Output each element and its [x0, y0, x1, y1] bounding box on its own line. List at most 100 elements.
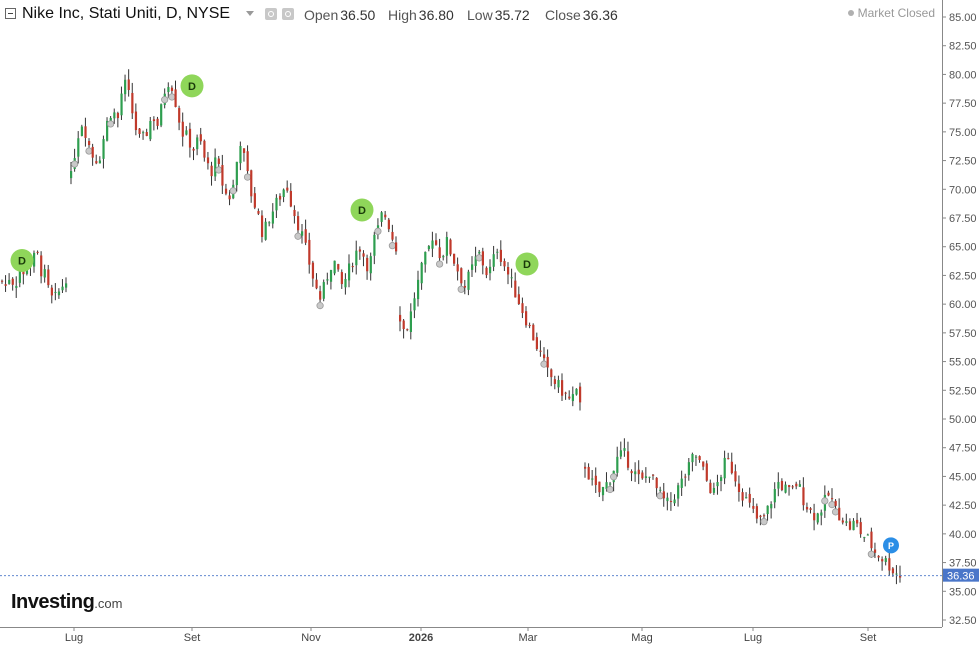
candle-up: [185, 130, 188, 135]
candle-down: [134, 111, 138, 131]
candle-up: [863, 537, 866, 539]
y-tick-label: 67.50: [949, 213, 977, 225]
candle-down: [755, 506, 759, 519]
candle-up: [65, 283, 68, 288]
candle-down: [4, 284, 7, 286]
candle-up: [798, 484, 801, 487]
candle-up: [720, 477, 723, 482]
x-tick-label: Set: [184, 632, 201, 644]
x-tick-label: Mar: [519, 632, 538, 644]
alert-icon[interactable]: [282, 8, 294, 20]
candle-up: [239, 146, 242, 164]
candle-down: [366, 257, 369, 272]
candle-down: [848, 521, 852, 530]
candle-up: [427, 246, 430, 250]
candle-down: [702, 461, 705, 467]
event-dot: [610, 473, 618, 481]
y-tick-label: 35.00: [949, 586, 977, 598]
y-tick-label: 65.00: [949, 242, 977, 254]
event-dot: [831, 508, 840, 516]
candle-down: [362, 253, 365, 257]
candle-down: [662, 491, 665, 499]
dividend-marker: [350, 198, 374, 222]
candle-up: [820, 512, 823, 516]
candle-up: [333, 260, 336, 274]
candle-up: [369, 256, 372, 274]
candle-down: [841, 520, 844, 523]
dividend-marker-label: D: [18, 255, 26, 267]
chevron-down-icon[interactable]: [246, 11, 254, 16]
candle-down: [456, 264, 459, 272]
candle-down: [791, 486, 794, 488]
candle-down: [315, 279, 318, 289]
candle-up: [605, 482, 608, 490]
candle-down: [899, 575, 902, 578]
candle-up: [98, 160, 102, 164]
collapse-icon[interactable]: [5, 8, 16, 19]
event-dot: [760, 518, 768, 526]
event-dot: [229, 187, 237, 195]
gear-icon[interactable]: [265, 8, 277, 20]
candle-up: [160, 104, 163, 126]
candle-down: [525, 311, 528, 326]
candle-down: [228, 195, 231, 200]
y-tick-label: 77.50: [949, 98, 977, 110]
candle-down: [402, 320, 405, 330]
y-tick-label: 62.50: [949, 270, 977, 282]
candle-down: [340, 272, 343, 285]
p-marker: [883, 537, 899, 554]
candle-down: [564, 392, 567, 394]
candle-down: [532, 324, 535, 341]
candle-up: [571, 394, 574, 402]
candle-down: [780, 480, 784, 491]
y-tick-label: 50.00: [949, 414, 977, 426]
candle-up: [712, 487, 716, 493]
candle-down: [304, 229, 307, 243]
candle-down: [278, 195, 282, 200]
candle-down: [802, 487, 805, 506]
candle-down: [47, 269, 50, 286]
candle-down: [181, 121, 184, 137]
candle-up: [745, 497, 748, 499]
candle-down: [827, 492, 830, 496]
candle-down: [435, 240, 438, 245]
candle-up: [380, 212, 383, 222]
candle-down: [503, 261, 506, 267]
candle-up: [510, 277, 513, 279]
candle-up: [496, 251, 499, 253]
close-readout: Close 36.36: [545, 7, 618, 23]
candle-up: [770, 504, 773, 509]
candle-up: [575, 388, 578, 395]
candle-up: [492, 254, 495, 267]
candle-up: [866, 534, 869, 536]
event-dot: [828, 501, 836, 509]
candle-down: [550, 369, 553, 378]
event-dot: [388, 242, 396, 250]
candle-up: [424, 251, 427, 265]
y-tick-label: 32.50: [949, 615, 977, 627]
candle-down: [641, 472, 644, 479]
candle-up: [326, 279, 329, 281]
candle-down: [358, 249, 362, 252]
candle-down: [293, 209, 296, 217]
candle-up: [413, 298, 416, 311]
event-dot: [85, 147, 93, 155]
candle-down: [170, 87, 174, 91]
candle-up: [15, 286, 18, 288]
candle-down: [888, 558, 891, 571]
candle-down: [210, 165, 213, 177]
candle-down: [152, 119, 156, 122]
candle-down: [260, 215, 264, 237]
candle-down: [188, 128, 192, 148]
candle-up: [106, 120, 109, 141]
candle-up: [275, 197, 278, 211]
candle-down: [584, 466, 587, 469]
candle-down: [507, 267, 510, 275]
candle-up: [777, 481, 780, 489]
candle-down: [838, 507, 841, 521]
event-dot: [316, 302, 324, 310]
candle-up: [691, 453, 694, 463]
candle-down: [286, 187, 289, 191]
candle-down: [568, 396, 571, 399]
